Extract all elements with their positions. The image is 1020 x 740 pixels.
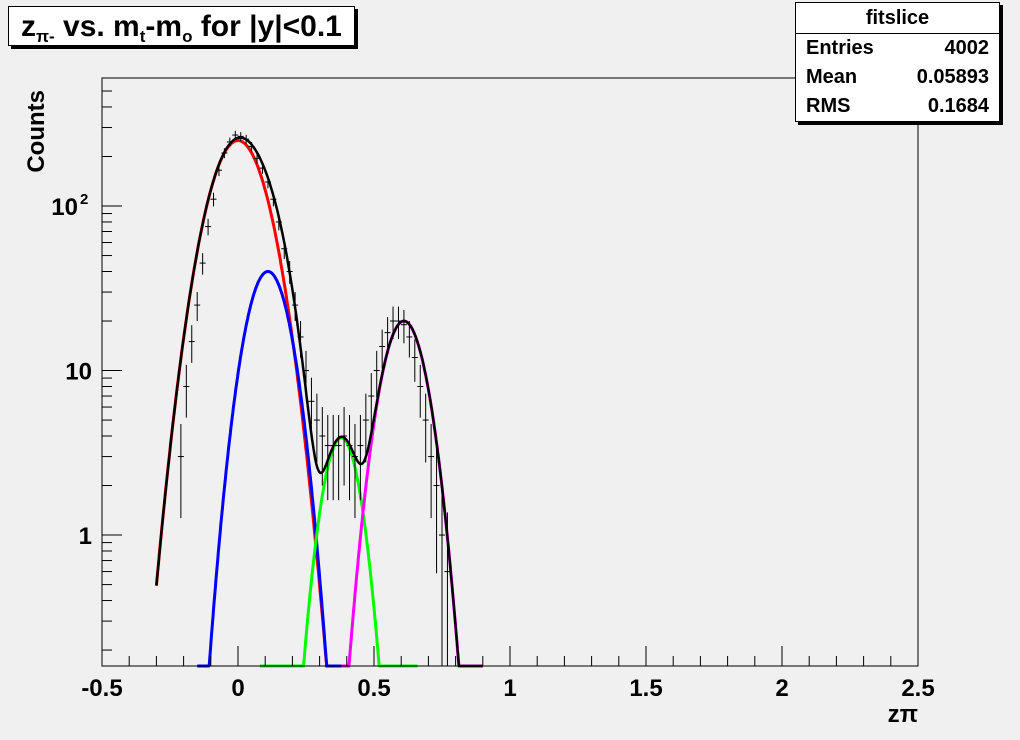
stats-value: 4002 [944, 37, 990, 59]
title-prefix: z [21, 10, 36, 43]
data-point [221, 148, 228, 159]
data-point [297, 321, 304, 358]
total-fit-curve [155, 136, 483, 668]
peak2-curve [197, 270, 342, 668]
data-point [330, 414, 337, 501]
y-axis-title: Counts [23, 90, 50, 173]
data-point [275, 214, 282, 231]
x-tick-label: 1.5 [629, 675, 662, 702]
data-point [411, 339, 418, 382]
data-points [177, 130, 451, 666]
data-point [373, 350, 380, 398]
data-point [237, 132, 244, 141]
data-point [313, 393, 320, 463]
data-point [292, 292, 299, 322]
data-point [183, 364, 190, 418]
data-point [400, 309, 407, 344]
data-point [417, 364, 424, 418]
y-tick-label: 10 [51, 194, 78, 221]
data-point [308, 377, 315, 437]
data-point [357, 414, 364, 501]
data-point [341, 407, 348, 486]
data-point [188, 325, 195, 363]
data-point [215, 164, 222, 177]
chart-title: zπ- vs. mt-mo for |y|<0.1 [8, 6, 355, 46]
data-point [199, 253, 206, 275]
data-point [362, 393, 369, 463]
x-tick-label: 2 [775, 675, 788, 702]
stats-row-mean: Mean 0.05893 [796, 63, 999, 92]
stats-value: 0.1684 [927, 95, 989, 117]
stats-label: Mean [806, 66, 858, 88]
title-sub-t: t [139, 27, 146, 46]
stats-row-rms: RMS 0.1684 [796, 92, 999, 121]
x-tick-label: 0.5 [357, 675, 390, 702]
title-sub-o: o [182, 27, 193, 46]
data-point [324, 414, 331, 501]
data-point [384, 317, 391, 353]
data-point [428, 424, 435, 519]
title-suffix: for |y|<0.1 [192, 10, 342, 43]
data-point [226, 137, 233, 147]
data-point [439, 485, 445, 666]
data-point [270, 192, 277, 207]
data-point [346, 414, 353, 501]
data-point [286, 261, 293, 284]
stats-label: Entries [806, 37, 874, 59]
data-point [390, 306, 397, 340]
data-point [210, 192, 217, 207]
data-point [335, 414, 342, 501]
data-point [433, 447, 440, 574]
stats-title: fitslice [796, 3, 999, 34]
data-point [243, 134, 250, 144]
stats-box: fitslice Entries 4002 Mean 0.05893 RMS 0… [795, 2, 1000, 122]
x-tick-label: 1 [503, 675, 516, 702]
data-point [205, 218, 212, 236]
stats-value: 0.05893 [916, 66, 989, 88]
data-point [406, 321, 413, 358]
data-point [264, 176, 271, 189]
x-tick-label: 2.5 [901, 675, 934, 702]
y-tick-label: 1 [79, 523, 92, 550]
plot-area [101, 77, 919, 667]
data-point [281, 239, 288, 260]
title-sub-pion: π- [36, 27, 55, 46]
y-tick-label: 10 [65, 359, 92, 386]
data-point [194, 292, 201, 322]
title-mid2: -m [145, 10, 183, 43]
data-point [422, 393, 429, 463]
axes [101, 77, 919, 667]
x-tick-label: 0 [231, 675, 244, 702]
data-point [368, 373, 375, 430]
x-axis-title: zπ [888, 701, 918, 728]
data-point [319, 407, 326, 486]
data-point [254, 153, 261, 164]
data-point [232, 130, 239, 140]
data-point [303, 350, 309, 398]
data-point [395, 306, 402, 340]
stats-label: RMS [806, 95, 851, 117]
data-point [379, 329, 386, 369]
data-point [444, 512, 451, 666]
data-point [177, 424, 184, 519]
x-tick-label: -0.5 [81, 675, 122, 702]
data-point [248, 141, 255, 152]
data-point [351, 424, 358, 519]
data-point [259, 162, 266, 174]
stats-row-entries: Entries 4002 [796, 34, 999, 63]
y-tick-exponent: 2 [80, 191, 88, 208]
title-mid1: vs. m [54, 10, 140, 43]
